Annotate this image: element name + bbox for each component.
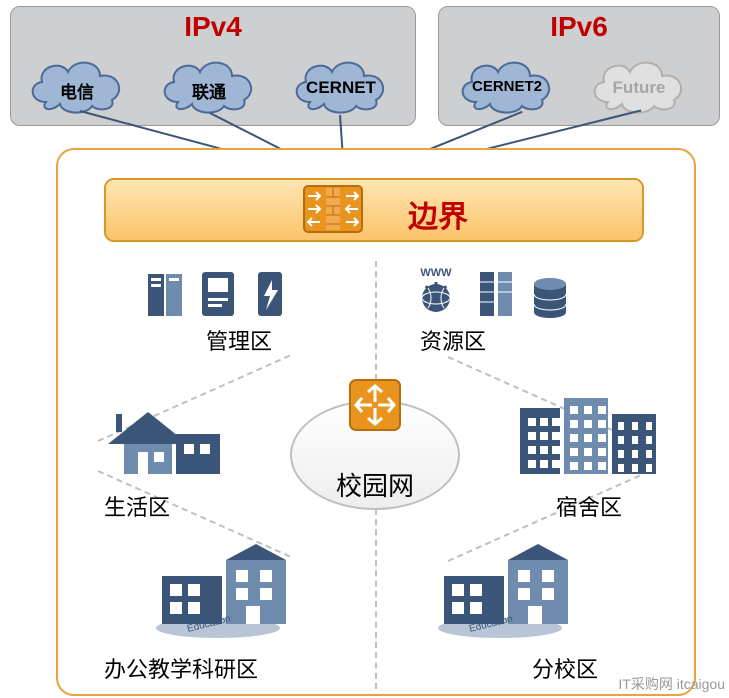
- cloud-1: 联通: [154, 50, 264, 115]
- border-label: 边界: [408, 192, 468, 236]
- campus-center-label: 校园网: [292, 466, 458, 503]
- management-icon-1: [196, 268, 240, 320]
- svg-text:WWW: WWW: [420, 267, 452, 279]
- resource-icon-1: [474, 268, 518, 320]
- sep-1: [375, 509, 377, 689]
- diagram-canvas: IPv4 IPv6 电信联通 CERNET CERNET2 Future 边界 WWW…: [0, 0, 729, 698]
- branch-label: 分校区: [532, 652, 598, 684]
- resource-icon-0: WWW: [414, 264, 458, 316]
- router-icon: [348, 378, 402, 432]
- management-icon-2: [248, 268, 292, 320]
- teaching-building: Education: [148, 530, 318, 640]
- living-label: 生活区: [104, 490, 170, 522]
- teaching-label: 办公教学科研区: [104, 652, 258, 684]
- branch-building: Education: [430, 530, 600, 640]
- ipv6-title: IPv6: [550, 11, 608, 43]
- watermark: IT采购网 itcaigou: [618, 674, 725, 694]
- ipv4-title: IPv4: [184, 11, 242, 43]
- resource-icon-2: [528, 272, 572, 324]
- resource-label: 资源区: [420, 324, 486, 356]
- living-building: [98, 394, 228, 480]
- border-bar: [104, 178, 644, 242]
- dorm-label: 宿舍区: [556, 490, 622, 522]
- cloud-2: CERNET: [286, 50, 396, 115]
- dorm-building: [510, 388, 666, 480]
- cloud-4: Future: [584, 50, 694, 115]
- management-icon-0: [144, 268, 188, 320]
- cloud-0: 电信: [22, 50, 132, 115]
- management-label: 管理区: [206, 324, 272, 356]
- firewall-icon: [302, 184, 364, 234]
- cloud-3: CERNET2: [452, 50, 562, 115]
